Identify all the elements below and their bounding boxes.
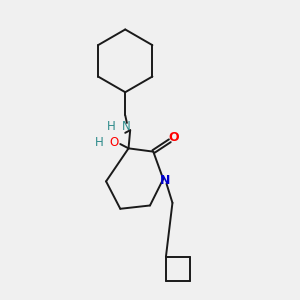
Text: O: O [169,131,179,144]
Text: H: H [107,120,116,134]
Text: H: H [94,136,103,149]
Text: N: N [122,120,130,134]
Text: O: O [109,136,118,149]
Text: N: N [160,174,171,187]
